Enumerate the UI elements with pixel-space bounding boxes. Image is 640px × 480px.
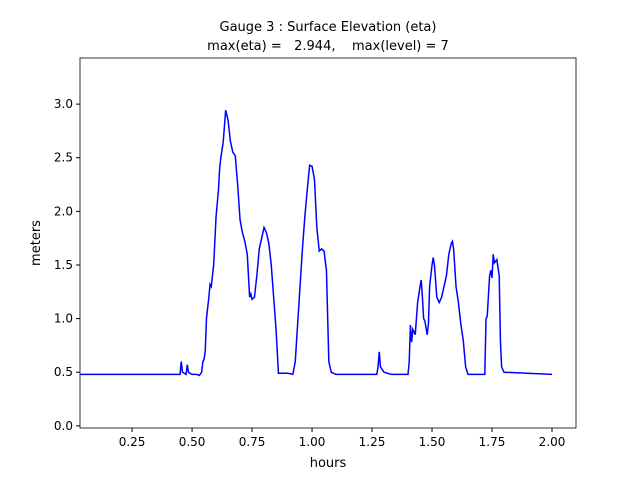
x-tick-label: 2.00 (539, 435, 566, 449)
x-tick-label: 1.25 (359, 435, 386, 449)
chart-subtitle: max(eta) = 2.944, max(level) = 7 (207, 39, 449, 54)
x-tick-label: 0.25 (119, 435, 146, 449)
chart-title: Gauge 3 : Surface Elevation (eta) (220, 20, 437, 35)
line (80, 109, 553, 377)
x-axis-label: hours (310, 456, 347, 471)
y-tick-label: 0.5 (54, 365, 73, 379)
x-tick-label: 0.75 (239, 435, 266, 449)
plot-frame (79, 57, 577, 429)
y-tick-label: 1.5 (54, 258, 73, 272)
y-tick-label: 2.0 (54, 204, 73, 218)
x-tick-label: 1.75 (479, 435, 506, 449)
x-tick-label: 1.50 (419, 435, 446, 449)
y-tick-label: 2.5 (54, 151, 73, 165)
y-tick-label: 0.0 (54, 419, 73, 433)
y-tick-label: 1.0 (54, 312, 73, 326)
x-tick-label: 0.50 (179, 435, 206, 449)
y-tick-label: 3.0 (54, 97, 73, 111)
y-axis-label: meters (29, 220, 44, 266)
x-tick-label: 1.00 (299, 435, 326, 449)
